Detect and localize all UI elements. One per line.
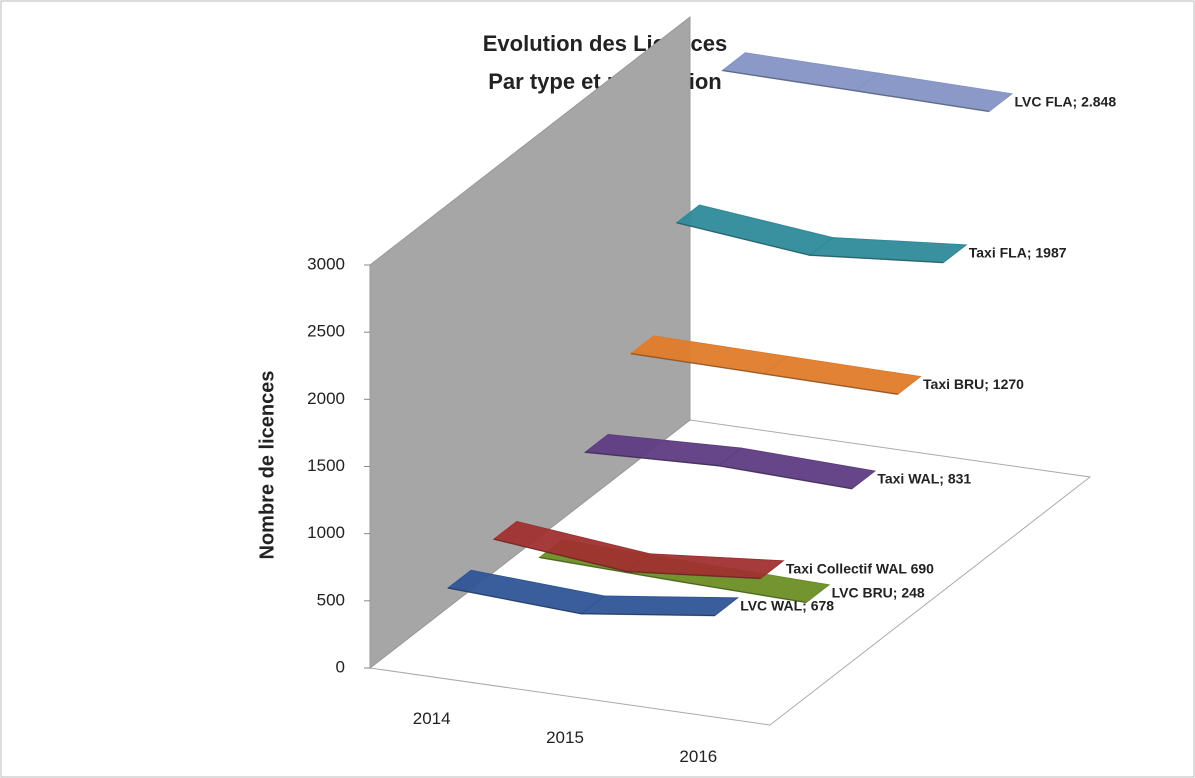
line: [676, 222, 944, 264]
x-tick-label: 2016: [679, 747, 717, 766]
data-label: Taxi Collectif WAL 690: [786, 560, 934, 576]
data-label: LVC BRU; 248: [832, 584, 925, 600]
line: [493, 538, 761, 580]
y-tick-label: 1000: [307, 523, 345, 542]
data-label: Taxi BRU; 1270: [923, 376, 1024, 392]
y-tick-label: 1500: [307, 456, 345, 475]
ribbon: [717, 447, 877, 490]
ribbon: [763, 355, 922, 395]
line: [539, 556, 807, 604]
data-label: Taxi FLA; 1987: [969, 244, 1067, 260]
data-label: LVC FLA; 2.848: [1014, 93, 1116, 109]
line: [722, 69, 990, 113]
line: [447, 587, 715, 617]
y-tick-label: 2500: [307, 322, 345, 341]
ribbon: [579, 595, 740, 617]
y-tick-label: 3000: [307, 254, 345, 273]
x-tick-label: 2015: [546, 728, 584, 747]
y-tick-label: 0: [336, 657, 345, 676]
line: [630, 352, 898, 396]
x-tick-label: 2014: [413, 709, 451, 728]
data-label: LVC WAL; 678: [740, 597, 834, 613]
y-axis-label: Nombre de licences: [256, 371, 278, 560]
y-tick-label: 2000: [307, 389, 345, 408]
line: [585, 451, 853, 490]
chart-title: Evolution des Licences: [483, 31, 728, 56]
y-tick-label: 500: [317, 590, 345, 609]
ribbon: [808, 237, 968, 264]
ribbon: [625, 553, 785, 580]
data-label: Taxi WAL; 831: [877, 471, 971, 487]
ribbon: [854, 72, 1014, 113]
